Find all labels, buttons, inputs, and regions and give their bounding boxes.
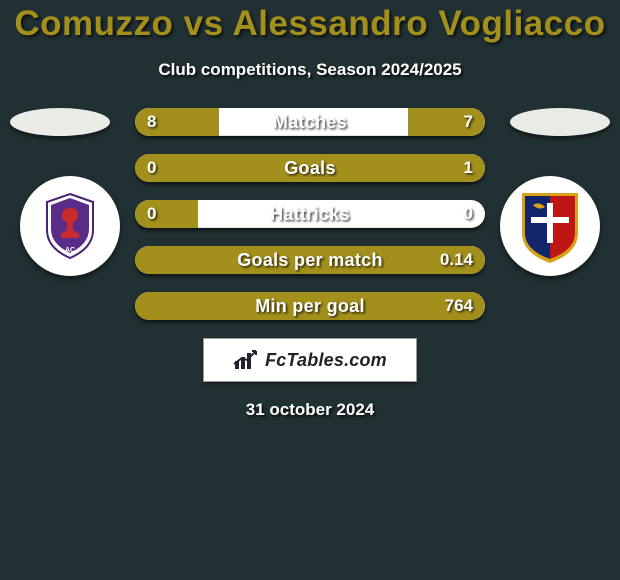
team-crest-left: AC [20,176,120,276]
stat-bar: Min per goal764 [135,292,485,320]
stat-bar: Goals per match0.14 [135,246,485,274]
stat-bar: Goals0 1 [135,154,485,182]
genoa-badge-icon [517,187,583,265]
fiorentina-badge-icon: AC [43,192,97,260]
stat-label: Min per goal [135,292,485,320]
bar-chart-icon [233,349,259,371]
comparison-arena: AC Matches87Goals01Hattricks00Goals per … [0,108,620,320]
stat-value-right: 0 [464,200,473,228]
stat-bars: Matches87Goals01Hattricks00Goals per mat… [135,108,485,320]
svg-text:AC: AC [65,247,75,254]
crest-circle [500,176,600,276]
crest-circle: AC [20,176,120,276]
subtitle: Club competitions, Season 2024/2025 [0,60,620,80]
stat-value-left: 0 [147,154,156,182]
stat-value-left: 8 [147,108,156,136]
stat-bar: Hattricks0 0 [135,200,485,228]
stat-label: Goals [135,154,485,182]
stat-label: Hattricks [135,200,485,228]
player-disc-right [510,108,610,136]
stat-value-left: 0 [147,200,156,228]
stat-value-right: 764 [445,292,473,320]
stat-value-right: 7 [464,108,473,136]
stat-bar: Matches8 7 [135,108,485,136]
date-text: 31 october 2024 [0,400,620,420]
attribution-text: FcTables.com [265,350,387,371]
stat-label: Matches [135,108,485,136]
stat-value-right: 0.14 [440,246,473,274]
team-crest-right [500,176,600,276]
attribution-banner: FcTables.com [203,338,417,382]
stat-label: Goals per match [135,246,485,274]
page-title: Comuzzo vs Alessandro Vogliacco [0,0,620,44]
stat-value-right: 1 [464,154,473,182]
player-disc-left [10,108,110,136]
